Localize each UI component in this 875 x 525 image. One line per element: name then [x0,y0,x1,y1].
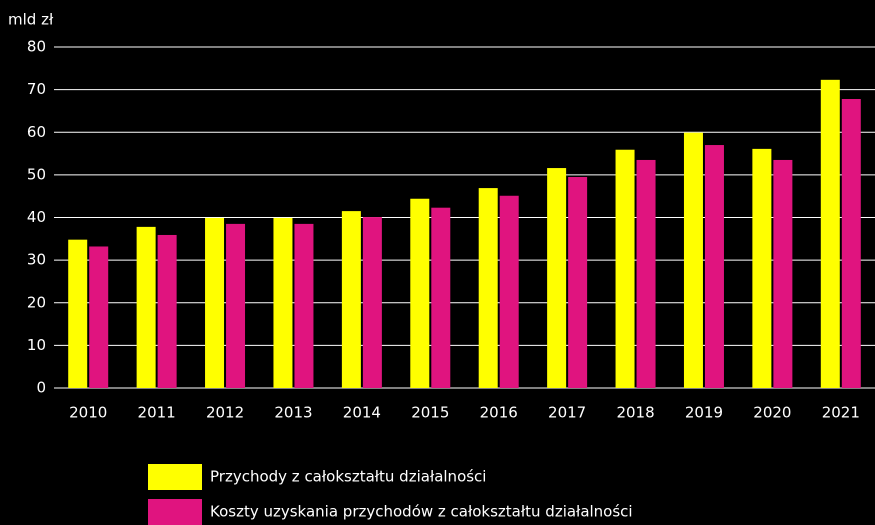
x-tick-label: 2017 [548,404,586,422]
bar [568,177,588,388]
bar [683,132,703,388]
y-tick-label: 40 [27,208,46,226]
y-tick-label: 50 [27,165,46,183]
x-tick-label: 2011 [138,404,176,422]
x-tick-label: 2018 [616,404,654,422]
x-tick-label: 2020 [753,404,791,422]
bar [89,246,109,388]
bar [226,223,246,388]
y-tick-label: 0 [36,379,46,397]
bar [478,188,498,388]
x-tick-label: 2014 [343,404,381,422]
bar [136,226,156,388]
x-tick-label: 2010 [69,404,107,422]
y-tick-label: 70 [27,80,46,98]
bar [157,234,177,388]
bar [68,239,88,388]
bar [431,207,451,388]
x-tick-label: 2021 [822,404,860,422]
x-tick-label: 2012 [206,404,244,422]
bar [362,217,382,388]
bar [547,168,567,388]
bar [773,159,793,388]
bar [820,79,840,388]
bar [273,217,293,388]
x-tick-label: 2015 [411,404,449,422]
y-tick-label: 20 [27,293,46,311]
legend-label: Przychody z całokształtu działalności [210,468,486,486]
bar [410,198,430,388]
bar [205,217,225,388]
y-tick-label: 10 [27,336,46,354]
bar [294,223,314,388]
bar [615,149,635,388]
y-tick-label: 60 [27,123,46,141]
bar [636,159,656,388]
x-tick-label: 2019 [685,404,723,422]
bar [704,145,724,388]
bar [499,195,519,388]
x-tick-label: 2013 [274,404,312,422]
y-tick-label: 80 [27,38,46,56]
bar [841,99,861,388]
y-axis-label: mld zł [8,11,54,29]
legend-swatch [148,464,202,490]
x-tick-label: 2016 [480,404,518,422]
y-tick-label: 30 [27,251,46,269]
legend-label: Koszty uzyskania przychodów z całokształ… [210,503,633,521]
bar [752,148,772,388]
bar [341,211,361,388]
legend-swatch [148,499,202,525]
